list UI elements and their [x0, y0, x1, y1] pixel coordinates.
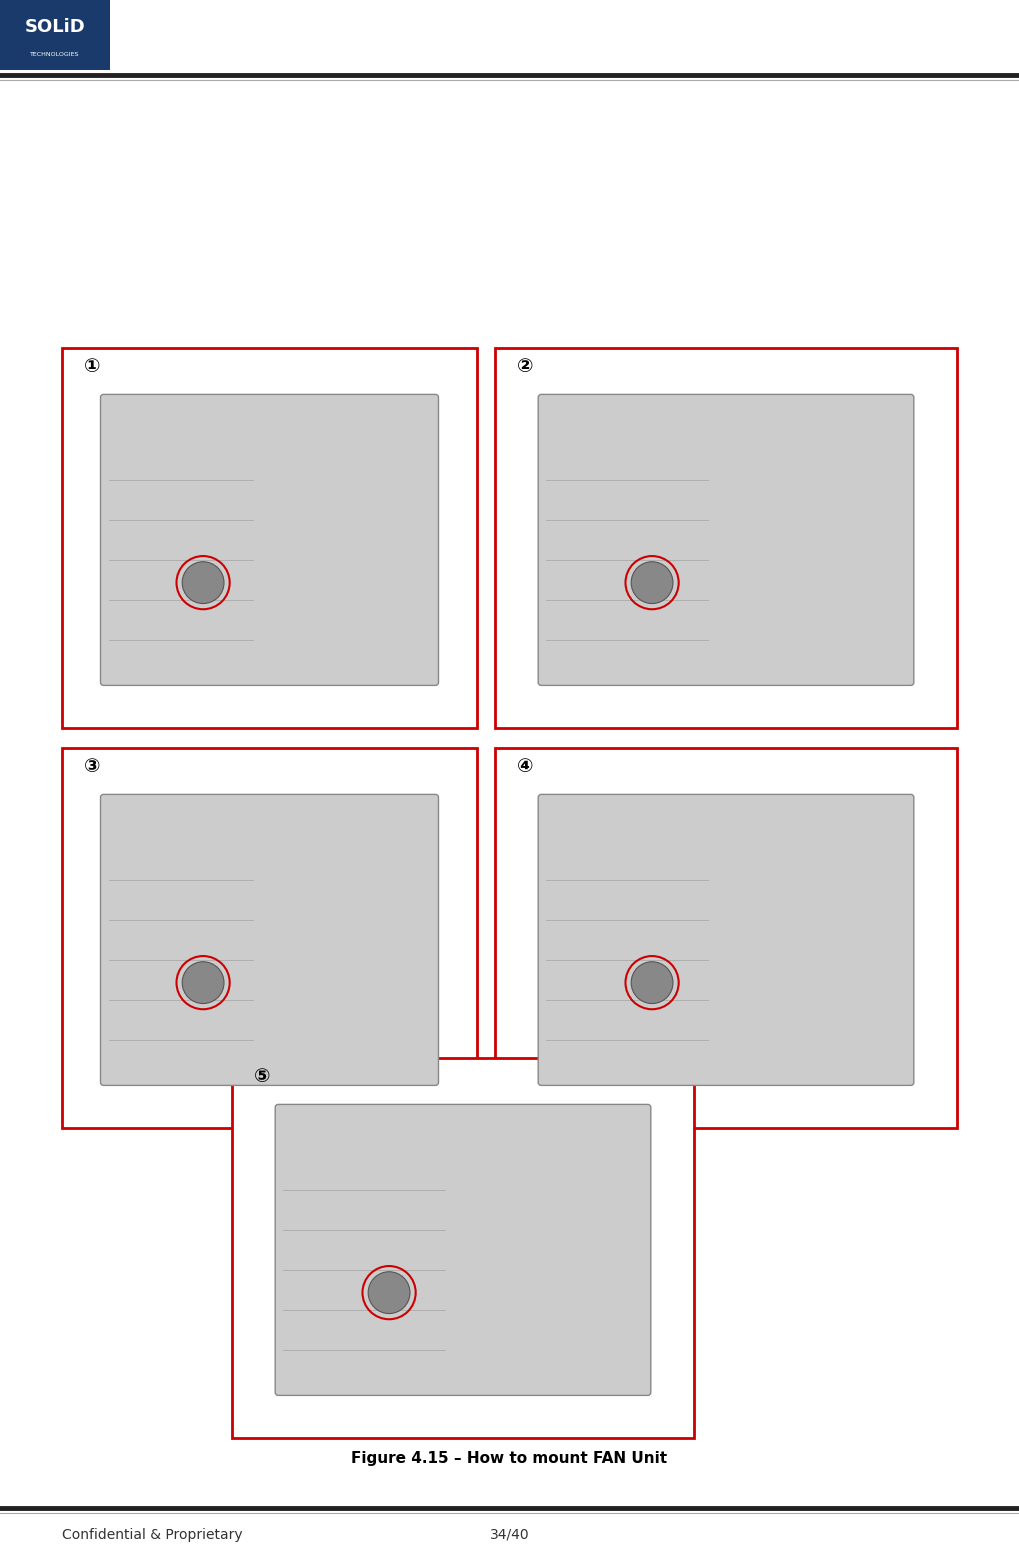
- Text: ②: ②: [517, 356, 533, 375]
- Bar: [62, 749, 477, 1128]
- Bar: [62, 349, 477, 728]
- FancyBboxPatch shape: [538, 794, 914, 1085]
- FancyBboxPatch shape: [101, 394, 438, 686]
- Circle shape: [631, 961, 673, 1003]
- Text: Confidential & Proprietary: Confidential & Proprietary: [62, 1529, 243, 1543]
- Circle shape: [631, 561, 673, 603]
- Circle shape: [182, 961, 224, 1003]
- Text: SOLiD: SOLiD: [24, 17, 86, 36]
- Bar: [232, 1058, 694, 1438]
- Text: Figure 4.15 – How to mount FAN Unit: Figure 4.15 – How to mount FAN Unit: [352, 1450, 667, 1466]
- Bar: [495, 349, 957, 728]
- FancyBboxPatch shape: [101, 794, 438, 1085]
- Text: ⑤: ⑤: [254, 1066, 270, 1085]
- Text: ①: ①: [84, 356, 100, 375]
- FancyBboxPatch shape: [538, 394, 914, 686]
- Text: TECHNOLOGIES: TECHNOLOGIES: [31, 52, 79, 58]
- Circle shape: [368, 1272, 410, 1313]
- FancyBboxPatch shape: [0, 0, 110, 70]
- FancyBboxPatch shape: [275, 1105, 651, 1396]
- Text: ③: ③: [84, 756, 100, 775]
- Circle shape: [182, 561, 224, 603]
- Text: ④: ④: [517, 756, 533, 775]
- Bar: [495, 749, 957, 1128]
- Text: 34/40: 34/40: [490, 1529, 529, 1543]
